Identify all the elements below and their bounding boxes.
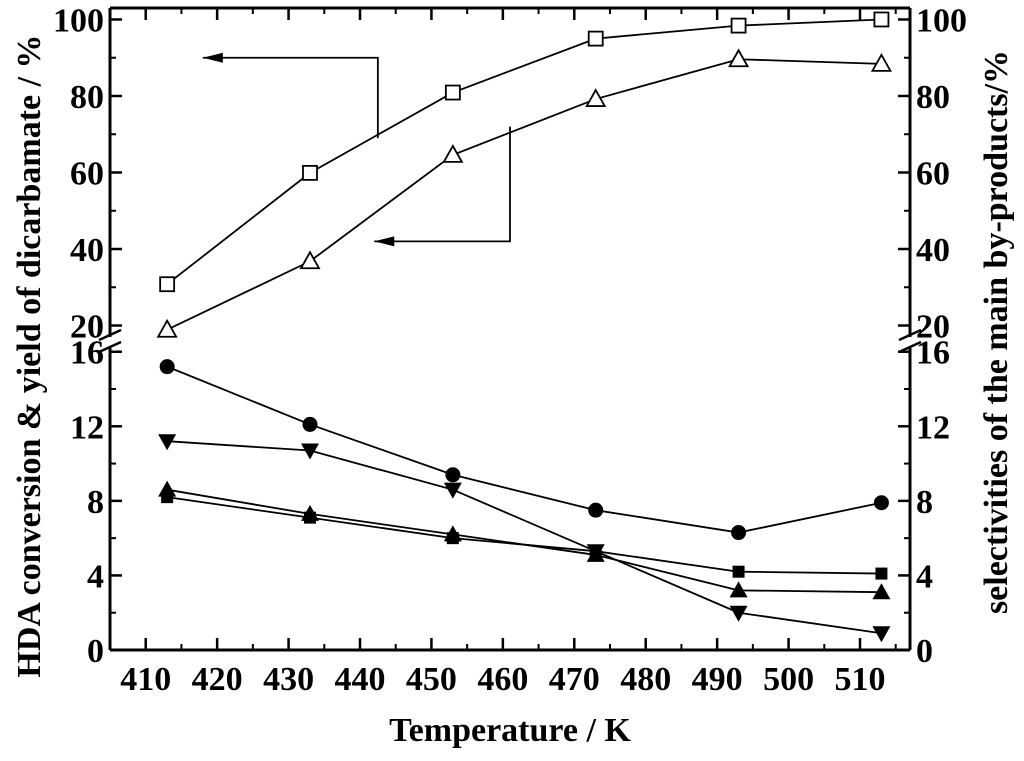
lower-y-right-tick-label: 12 [916, 409, 950, 446]
data-point-filled-square [161, 491, 174, 504]
data-point-filled-triangle-up [872, 583, 891, 600]
data-point-open-square [159, 276, 176, 293]
x-tick-label: 470 [549, 661, 600, 698]
upper-y-right-tick-label: 40 [916, 232, 950, 269]
lower-y-right-tick-label: 0 [916, 633, 933, 670]
series-line-filled-square [167, 496, 882, 575]
lower-y-left-tick-label: 8 [87, 484, 104, 521]
upper-y-left-tick-label: 100 [53, 2, 104, 39]
x-tick-label: 450 [406, 661, 457, 698]
data-point-filled-circle [445, 467, 461, 483]
left-axis-break-mark [98, 328, 122, 354]
series-markers [156, 11, 892, 643]
x-tick-label: 420 [192, 661, 243, 698]
data-point-filled-triangle-down [872, 626, 891, 643]
left-y-axis-title: HDA conversion & yield of dicarbamate / … [11, 34, 48, 677]
annotation-arrows [202, 52, 511, 247]
data-point-filled-triangle-down [158, 434, 177, 451]
x-tick-label: 460 [477, 661, 528, 698]
data-point-filled-square [589, 545, 602, 558]
right-y-axis-title: selectivities of the main by-products/% [978, 50, 1015, 614]
data-point-open-triangle [585, 88, 607, 107]
x-tick-label: 490 [692, 661, 743, 698]
data-point-open-square [587, 30, 604, 47]
data-point-filled-square [446, 532, 459, 545]
x-tick-label: 410 [120, 661, 171, 698]
y-axis-ticks: 20 20 40 40 60 60 80 80 100 100 0 0 4 4 8 8 12 12 16 16 [53, 2, 967, 670]
x-axis-ticks: 410 420 430 440 450 460 470 480 490 500 510 [120, 8, 897, 698]
data-point-filled-square [304, 511, 316, 524]
right-axis-break-mark [898, 328, 922, 354]
x-tick-label: 500 [763, 661, 814, 698]
series-line-filled-triangle-down [167, 440, 882, 635]
upper-y-right-tick-label: 100 [916, 2, 967, 39]
data-point-open-square [730, 17, 747, 34]
data-point-open-triangle [442, 144, 464, 163]
upper-y-right-tick-label: 80 [916, 79, 950, 116]
data-point-filled-triangle-up [729, 581, 748, 598]
data-point-open-triangle [870, 53, 892, 72]
lower-y-right-tick-label: 4 [916, 558, 933, 595]
lower-y-left-tick-label: 16 [70, 335, 104, 372]
series-line-open-square [166, 18, 882, 285]
data-point-open-triangle [156, 318, 178, 338]
data-point-filled-square [875, 567, 888, 580]
x-tick-label: 430 [263, 661, 314, 698]
upper-y-left-tick-label: 20 [70, 309, 104, 346]
data-point-filled-circle [731, 525, 747, 541]
upper-y-right-tick-label: 20 [916, 309, 950, 346]
plot-frame [98, 6, 922, 652]
lower-y-left-tick-label: 12 [70, 409, 104, 446]
lower-y-left-tick-label: 4 [87, 558, 104, 595]
x-tick-label: 510 [835, 661, 886, 698]
upper-y-right-tick-label: 60 [916, 156, 950, 193]
data-point-open-triangle [728, 48, 750, 68]
arrow-open-square-to-left-axis-head [202, 52, 223, 63]
x-tick-label: 480 [620, 661, 671, 698]
lower-y-right-tick-label: 16 [916, 335, 950, 372]
upper-y-left-tick-label: 60 [70, 156, 104, 193]
data-point-filled-circle [873, 495, 889, 511]
data-point-open-square [873, 11, 890, 28]
data-point-filled-circle [159, 359, 175, 375]
arrow-open-triangle-to-left-axis-head [374, 236, 395, 247]
arrow-open-square-to-left-axis [202, 56, 379, 139]
series-line-open-triangle-up [166, 58, 882, 331]
upper-y-left-tick-label: 80 [70, 79, 104, 116]
x-axis-title: Temperature / K [389, 712, 631, 749]
series-line-filled-triangle-up [166, 488, 882, 594]
series-lines [166, 18, 882, 635]
arrow-open-triangle-to-left-axis [374, 126, 511, 243]
data-point-filled-circle [302, 416, 318, 432]
lower-y-right-tick-label: 8 [916, 484, 933, 521]
data-point-filled-triangle-down [443, 482, 462, 499]
lower-y-left-tick-label: 0 [87, 633, 104, 670]
series-line-filled-circle [166, 365, 882, 534]
data-point-filled-square [732, 565, 745, 578]
data-point-open-square [302, 164, 318, 181]
x-tick-label: 440 [335, 661, 386, 698]
data-point-open-square [444, 84, 461, 101]
upper-y-left-tick-label: 40 [70, 232, 104, 269]
data-point-filled-triangle-down [729, 605, 748, 622]
data-point-filled-circle [588, 502, 604, 518]
data-point-filled-triangle-down [301, 443, 319, 460]
data-point-open-triangle [299, 250, 321, 270]
